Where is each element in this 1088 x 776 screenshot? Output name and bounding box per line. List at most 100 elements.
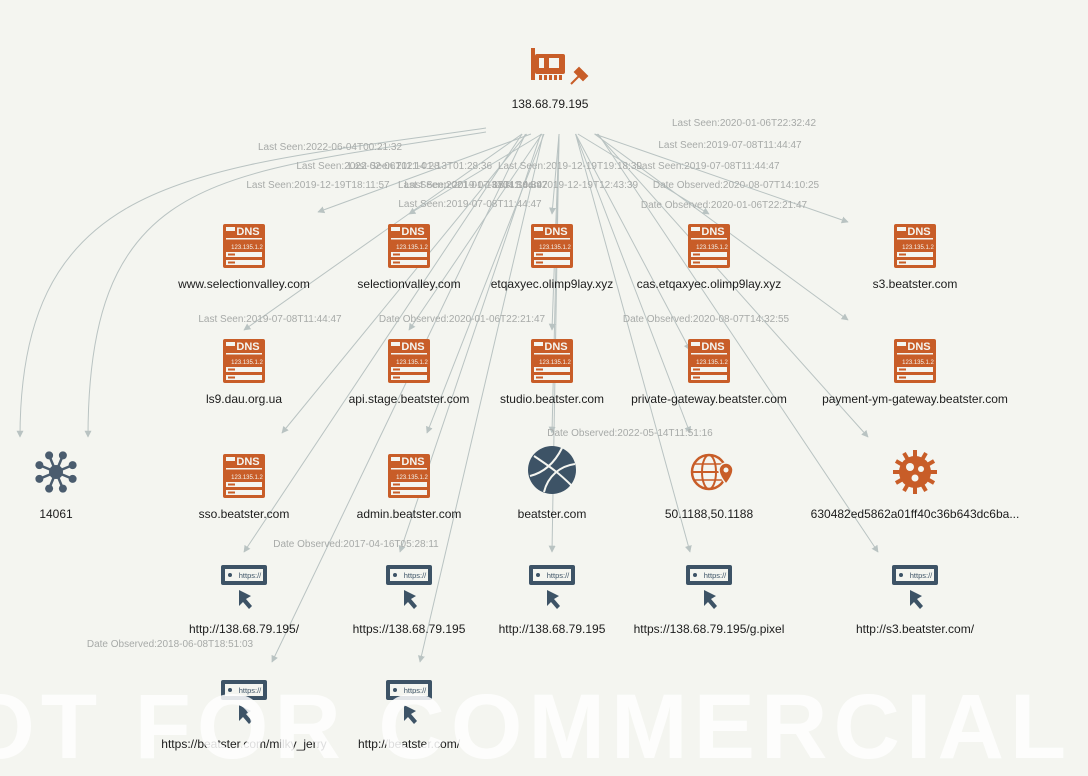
node-n19[interactable]: http://138.68.79.195 bbox=[499, 565, 606, 636]
edge-label: Last Seen:2019-12-19T18:11:57 bbox=[246, 180, 390, 191]
url-link-icon bbox=[386, 565, 432, 609]
edge-n17 bbox=[243, 133, 523, 553]
node-label: https://138.68.79.195 bbox=[353, 622, 466, 636]
dns-server-icon bbox=[894, 339, 936, 383]
malware-hash-icon bbox=[893, 450, 937, 494]
node-label: https://beatster.com/milky_jerry bbox=[161, 737, 326, 751]
edge-n15 bbox=[575, 133, 692, 434]
node-n8[interactable]: studio.beatster.com bbox=[500, 339, 604, 406]
url-link-icon bbox=[221, 565, 267, 609]
node-label: sso.beatster.com bbox=[199, 507, 290, 521]
edge-asn-1 bbox=[16, 127, 487, 438]
node-label: https://138.68.79.195/g.pixel bbox=[634, 622, 785, 636]
url-link-icon bbox=[529, 565, 575, 609]
node-n22[interactable]: https://beatster.com/milky_jerry bbox=[161, 680, 327, 751]
node-n4[interactable]: cas.etqaxyec.olimp9lay.xyz bbox=[637, 224, 782, 291]
node-n5[interactable]: s3.beatster.com bbox=[873, 224, 958, 291]
edge-n16 bbox=[596, 133, 869, 438]
node-n18[interactable]: https://138.68.79.195 bbox=[353, 565, 466, 636]
edge-n21 bbox=[597, 133, 879, 553]
dns-server-icon bbox=[223, 224, 265, 268]
node-label: cas.etqaxyec.olimp9lay.xyz bbox=[637, 277, 782, 291]
edge-label: Last Seen:2022-06-04T00:21:32 bbox=[258, 142, 402, 153]
edge-asn-2 bbox=[84, 131, 487, 438]
node-n3[interactable]: etqaxyec.olimp9lay.xyz bbox=[491, 224, 614, 291]
node-n1[interactable]: www.selectionvalley.com bbox=[177, 224, 310, 291]
edge-label: Date Observed:2017-04-16T05:28:11 bbox=[273, 539, 439, 550]
asn-hub-icon bbox=[35, 451, 77, 493]
edge-label: Last Seen:2020-01-06T22:32:42 bbox=[672, 118, 816, 129]
edge-labels: Last Seen:2020-01-06T22:32:42 Last Seen:2… bbox=[87, 118, 820, 650]
node-n17[interactable]: http://138.68.79.195/ bbox=[189, 565, 300, 636]
edge-label: Date Observed:2020-08-07T14:32:55 bbox=[623, 314, 790, 325]
node-n16[interactable]: 630482ed5862a01ff40c36b643dc6ba... bbox=[811, 450, 1020, 521]
edge-n22 bbox=[271, 133, 526, 663]
node-n23[interactable]: http://beatster.com/ bbox=[358, 680, 461, 751]
edge-label: Date Observed:2020-01-06T22:21:47 bbox=[641, 200, 808, 211]
globe-domain-icon bbox=[528, 446, 576, 494]
root-ip-label: 138.68.79.195 bbox=[512, 97, 589, 111]
node-n21[interactable]: http://s3.beatster.com/ bbox=[856, 565, 975, 636]
node-n14[interactable]: beatster.com bbox=[518, 446, 587, 521]
dns-server-icon bbox=[223, 339, 265, 383]
edge-n4 bbox=[577, 133, 710, 215]
node-label: admin.beatster.com bbox=[357, 507, 462, 521]
node-label: private-gateway.beatster.com bbox=[631, 392, 787, 406]
node-n6[interactable]: ls9.dau.org.ua bbox=[206, 339, 282, 406]
node-n13[interactable]: admin.beatster.com bbox=[357, 454, 462, 521]
edge-label: Date Observed:2022-05-14T11:51:16 bbox=[547, 428, 713, 439]
node-n11[interactable]: 14061 bbox=[35, 451, 77, 521]
edge-n3 bbox=[549, 133, 560, 215]
edge-label: Date Observed:2020-01-06T22:21:47 bbox=[379, 314, 546, 325]
dns-server-icon bbox=[223, 454, 265, 498]
edge-n6 bbox=[243, 133, 523, 331]
edge-label: Last Seen:2019-07-08T11:44:47 bbox=[636, 161, 780, 172]
node-n20[interactable]: https://138.68.79.195/g.pixel bbox=[634, 565, 785, 636]
edge-n12 bbox=[281, 133, 528, 434]
url-link-icon bbox=[892, 565, 938, 609]
node-label: http://138.68.79.195 bbox=[499, 622, 606, 636]
dns-server-icon bbox=[388, 224, 430, 268]
node-label: etqaxyec.olimp9lay.xyz bbox=[491, 277, 614, 291]
edge-label: Date Observed:2020-08-07T14:10:25 bbox=[653, 180, 820, 191]
node-n2[interactable]: selectionvalley.com bbox=[357, 224, 461, 291]
node-label: http://beatster.com/ bbox=[358, 737, 461, 751]
dns-server-icon bbox=[688, 224, 730, 268]
node-n15[interactable]: 50.1188,50.1188 bbox=[665, 453, 754, 521]
node-n10[interactable]: payment-ym-gateway.beatster.com bbox=[822, 339, 1008, 406]
edge-n9 bbox=[575, 133, 691, 351]
node-label: payment-ym-gateway.beatster.com bbox=[822, 392, 1008, 406]
edge-n1 bbox=[317, 133, 532, 214]
dns-server-icon bbox=[388, 454, 430, 498]
edge-label: Last Seen:2019-07-08T11:44:47 bbox=[398, 199, 542, 210]
node-label: api.stage.beatster.com bbox=[349, 392, 470, 406]
node-n7[interactable]: api.stage.beatster.com bbox=[349, 339, 470, 406]
edge-label: Date Observed:2018-06-08T18:51:03 bbox=[87, 639, 254, 650]
watermark-text: NOT FOR COMMERCIAL USE bbox=[0, 676, 1088, 776]
node-n9[interactable]: private-gateway.beatster.com bbox=[631, 339, 787, 406]
node-label: beatster.com bbox=[518, 507, 587, 521]
node-label: http://s3.beatster.com/ bbox=[856, 622, 975, 636]
edge-n5 bbox=[594, 133, 849, 224]
edge-label: Last Seen:2019-12-19T19:18:39 bbox=[498, 161, 642, 172]
edge-label: Last Seen:2019-07-08T11:44:47 bbox=[658, 140, 802, 151]
dns-server-icon bbox=[531, 224, 573, 268]
node-n12[interactable]: sso.beatster.com bbox=[199, 454, 290, 521]
edge-label: Last Seen:2019-07-08T11:44:47 bbox=[404, 180, 548, 191]
root-ip-node[interactable]: 138.68.79.195 bbox=[512, 48, 589, 111]
edge-label: Last Seen:2019-12-19T12:43:39 bbox=[494, 180, 638, 191]
dns-server-icon bbox=[894, 224, 936, 268]
url-link-icon bbox=[686, 565, 732, 609]
node-label: www.selectionvalley.com bbox=[177, 277, 310, 291]
node-label: s3.beatster.com bbox=[873, 277, 958, 291]
node-label: http://138.68.79.195/ bbox=[189, 622, 300, 636]
edge-n7 bbox=[408, 133, 543, 331]
edge-n20 bbox=[575, 133, 692, 553]
node-label: studio.beatster.com bbox=[500, 392, 604, 406]
dns-server-icon bbox=[688, 339, 730, 383]
dns-server-icon bbox=[531, 339, 573, 383]
edge-label: Last Seen:2021-01-13T04:10:39 bbox=[398, 180, 542, 191]
node-label: 14061 bbox=[39, 507, 73, 521]
nodes: 138.68.79.195 www.selectionvalley.com sele… bbox=[35, 48, 1019, 751]
